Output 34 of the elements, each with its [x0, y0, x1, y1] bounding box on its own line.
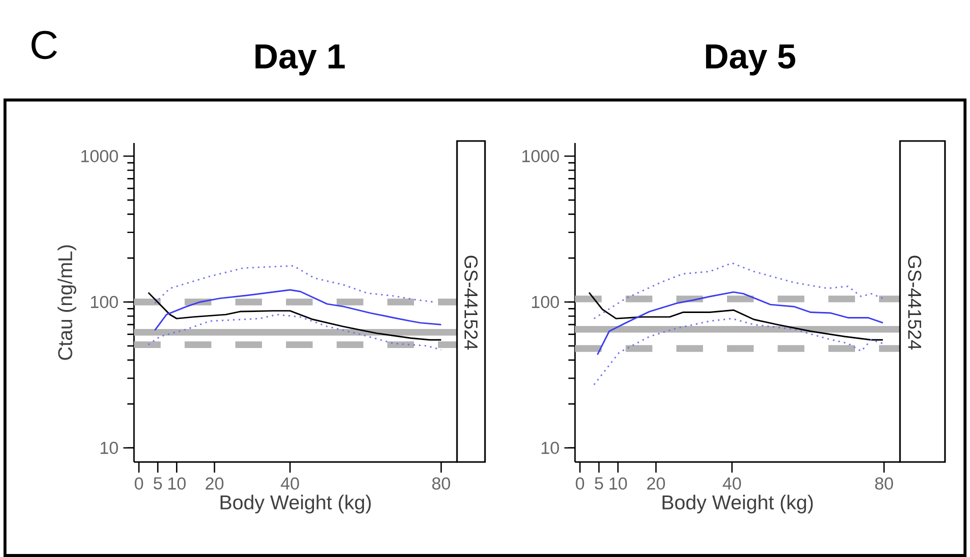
x-tick-label: 10 — [168, 477, 186, 490]
line-series — [593, 262, 884, 320]
line-series — [148, 314, 442, 351]
line-series — [154, 289, 442, 331]
x-tick-label: 0 — [576, 477, 584, 490]
y-tick-label: 100 — [91, 296, 118, 308]
line-series — [596, 291, 884, 356]
x-tick-label: 20 — [206, 477, 224, 490]
x-tick-label: 10 — [610, 477, 627, 490]
y-tick-label: 1000 — [522, 150, 559, 162]
y-tick-label: 10 — [100, 442, 118, 454]
x-tick-label: 20 — [647, 477, 665, 490]
x-tick-label: 40 — [722, 477, 741, 490]
x-tick-label: 80 — [432, 477, 450, 490]
x-tick-label: 0 — [134, 477, 144, 490]
line-series — [588, 292, 884, 341]
chart-title: Day 5 — [706, 44, 796, 76]
x-tick-label: 5 — [594, 477, 604, 490]
x-axis-title: Body Weight (kg) — [220, 494, 371, 514]
y-tick-label: 100 — [532, 296, 559, 308]
x-tick-label: 40 — [280, 477, 299, 490]
y-tick-label: 10 — [542, 442, 559, 454]
y-axis-title: Ctau (ng/mL) — [58, 245, 76, 360]
line-series — [593, 318, 884, 386]
x-tick-label: 5 — [154, 477, 162, 490]
text: GS-441524 — [464, 256, 478, 350]
line-series — [148, 292, 442, 341]
x-axis-title: Body Weight (kg) — [662, 494, 813, 514]
text: GS-441524 — [908, 256, 922, 350]
text: C — [32, 30, 57, 60]
chart-title: Day 1 — [256, 44, 345, 76]
line-series — [154, 265, 434, 304]
y-tick-label: 1000 — [81, 150, 118, 162]
x-tick-label: 80 — [875, 477, 894, 490]
